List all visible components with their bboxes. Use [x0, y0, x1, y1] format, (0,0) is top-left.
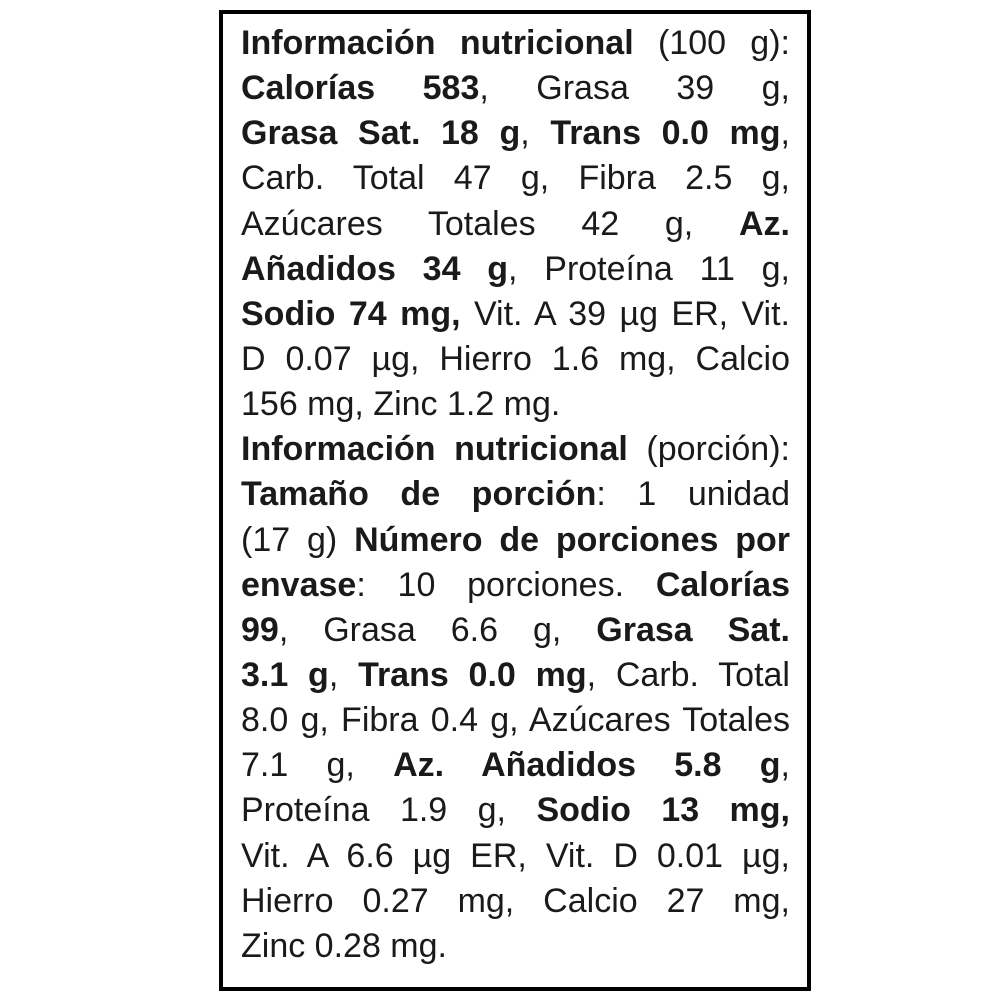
nutrition-label-border	[219, 10, 811, 991]
regular-text: (porción):	[627, 430, 790, 469]
text-line: Información nutricional (porción):	[241, 427, 790, 472]
text-line: Tamaño de porción: 1 unidad	[241, 472, 790, 517]
text-line: Calorías 583, Grasa 39 g,	[241, 66, 790, 111]
nutrition-information-text: Información nutricional (100 g): Calorías…	[241, 21, 790, 969]
bold-text: Tamaño de porción	[241, 475, 597, 514]
bold-text: 99	[241, 610, 279, 649]
bold-text: Trans 0.0 mg	[550, 114, 781, 153]
bold-text: Información nutricional	[241, 430, 628, 469]
bold-text: Información nutricional	[241, 24, 634, 62]
bold-text: Az. Añadidos 5.8 g	[393, 746, 781, 785]
regular-text: 7.1 g,	[241, 746, 394, 785]
bold-text: Añadidos 34 g	[241, 249, 509, 288]
text-line: Proteína 1.9 g, Sodio 13 mg,	[241, 788, 790, 833]
regular-text: ,	[328, 655, 359, 694]
bold-text: 3.1 g	[241, 655, 329, 694]
regular-text: : 10 porciones.	[356, 565, 656, 604]
text-line: Grasa Sat. 18 g, Trans 0.0 mg,	[241, 111, 790, 156]
regular-text: ,	[780, 114, 790, 153]
bold-text: Az.	[739, 204, 790, 243]
regular-text: Carb. Total 47 g, Fibra 2.5 g,	[241, 159, 790, 198]
regular-text: 156 mg, Zinc 1.2 mg.	[241, 385, 561, 424]
bold-text: Sodio 74 mg,	[241, 294, 461, 333]
text-line: Vit. A 6.6 µg ER, Vit. D 0.01 µg,	[241, 834, 790, 879]
text-line: 156 mg, Zinc 1.2 mg.	[241, 382, 790, 427]
bold-text: Grasa Sat.	[596, 610, 790, 649]
bold-text: Calorías 583	[241, 69, 480, 108]
bold-text: envase	[241, 565, 357, 604]
regular-text: ,	[520, 114, 551, 153]
text-line: 99, Grasa 6.6 g, Grasa Sat.	[241, 608, 790, 653]
text-line: Azúcares Totales 42 g, Az.	[241, 202, 790, 247]
text-line: envase: 10 porciones. Calorías	[241, 563, 790, 608]
bold-text: Grasa Sat. 18 g	[241, 114, 521, 153]
text-line: Añadidos 34 g, Proteína 11 g,	[241, 247, 790, 292]
regular-text: Vit. A 6.6 µg ER, Vit. D 0.01 µg,	[241, 836, 790, 875]
text-line: Sodio 74 mg, Vit. A 39 µg ER, Vit.	[241, 292, 790, 337]
text-line: Carb. Total 47 g, Fibra 2.5 g,	[241, 156, 790, 201]
regular-text: , Carb. Total	[586, 655, 790, 694]
regular-text: Hierro 0.27 mg, Calcio 27 mg,	[241, 881, 790, 920]
regular-text: Azúcares Totales 42 g,	[241, 204, 739, 243]
bold-text: Número de porciones por	[354, 520, 791, 559]
text-line: 8.0 g, Fibra 0.4 g, Azúcares Totales	[241, 698, 790, 743]
regular-text: Zinc 0.28 mg.	[241, 926, 447, 965]
regular-text: D 0.07 µg, Hierro 1.6 mg, Calcio	[241, 339, 790, 378]
regular-text: : 1 unidad	[596, 475, 790, 514]
regular-text: Vit. A 39 µg ER, Vit.	[460, 294, 791, 333]
text-line: Zinc 0.28 mg.	[241, 924, 790, 969]
text-line: (17 g) Número de porciones por	[241, 518, 790, 563]
regular-text: Proteína 1.9 g,	[241, 791, 537, 830]
bold-text: Trans 0.0 mg	[358, 655, 587, 694]
regular-text: , Proteína 11 g,	[508, 249, 791, 288]
regular-text: , Grasa 39 g,	[479, 69, 790, 108]
regular-text: (100 g):	[633, 24, 790, 62]
bold-text: Calorías	[655, 565, 790, 604]
text-line: Información nutricional (100 g):	[241, 21, 790, 66]
regular-text: 8.0 g, Fibra 0.4 g, Azúcares Totales	[241, 701, 790, 740]
text-line: 7.1 g, Az. Añadidos 5.8 g,	[241, 743, 790, 788]
regular-text: ,	[780, 746, 790, 785]
regular-text: , Grasa 6.6 g,	[278, 610, 597, 649]
text-line: D 0.07 µg, Hierro 1.6 mg, Calcio	[241, 337, 790, 382]
text-line: 3.1 g, Trans 0.0 mg, Carb. Total	[241, 653, 790, 698]
text-line: Hierro 0.27 mg, Calcio 27 mg,	[241, 879, 790, 924]
bold-text: Sodio 13 mg,	[536, 791, 790, 830]
regular-text: (17 g)	[241, 520, 355, 559]
